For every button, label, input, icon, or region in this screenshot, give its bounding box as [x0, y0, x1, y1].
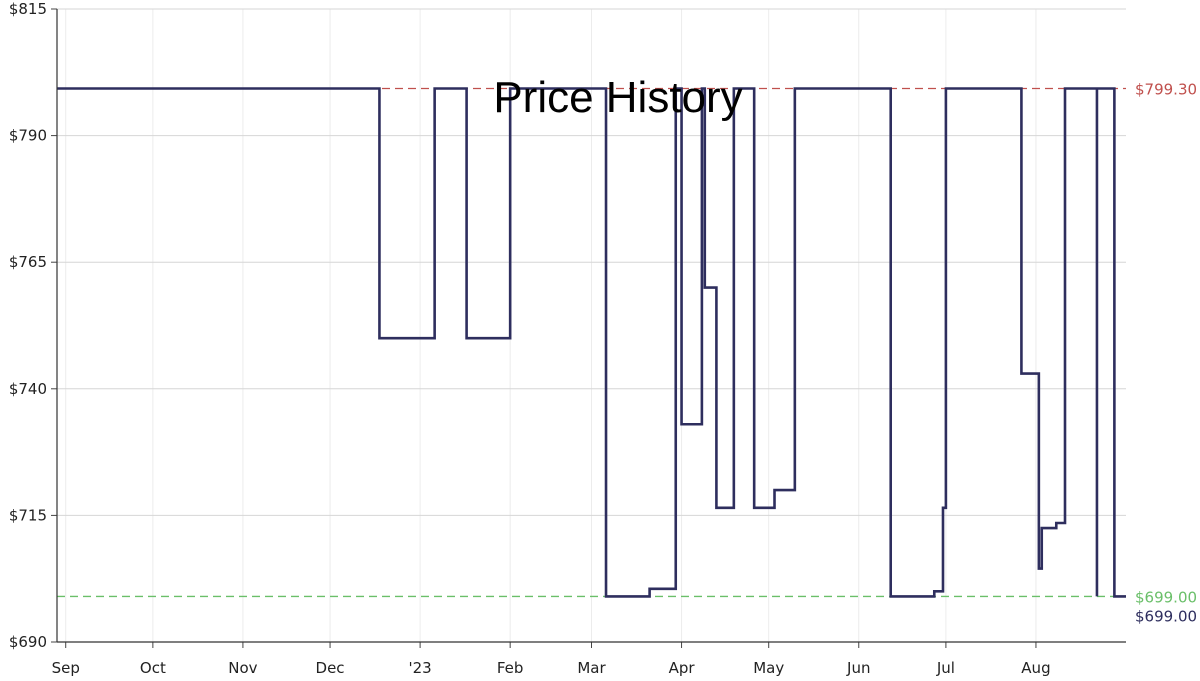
- x-tick-label: Sep: [52, 659, 80, 677]
- series-line: [57, 87, 1126, 598]
- x-tick-label: Oct: [140, 659, 166, 677]
- y-tick-label: $765: [9, 253, 47, 271]
- x-tick-label: Jul: [936, 659, 955, 677]
- x-tick-labels: Sep Oct Nov Dec '23 Feb Mar Apr May Jun Jul Aug: [52, 659, 1051, 677]
- y-tick-label: $690: [9, 633, 47, 651]
- x-tick-label: Nov: [228, 659, 257, 677]
- reference-label: $799.30: [1135, 81, 1197, 99]
- axes: [56, 9, 1126, 643]
- reference-labels: $799.30 $699.00$699.00: [1135, 81, 1197, 626]
- x-tick-label: Jun: [846, 659, 870, 677]
- reference-label: $699.00: [1135, 588, 1197, 606]
- current-price-label: $699.00: [1135, 607, 1197, 625]
- price-series: [57, 87, 1126, 598]
- chart-title: Price History: [493, 73, 742, 122]
- y-tick-label: $740: [9, 380, 47, 398]
- x-tick-label: Apr: [669, 659, 696, 677]
- x-tick-label: Mar: [577, 659, 606, 677]
- x-tick-label: Feb: [497, 659, 524, 677]
- y-tick-labels: $690 $715 $740 $765 $790 $815: [9, 0, 47, 651]
- y-tick-label: $815: [9, 0, 47, 18]
- y-tick-label: $715: [9, 506, 47, 524]
- x-tick-label: '23: [409, 659, 432, 677]
- x-tick-label: Aug: [1021, 659, 1050, 677]
- x-tick-label: Dec: [316, 659, 345, 677]
- x-tick-label: May: [753, 659, 784, 677]
- y-tick-label: $790: [9, 127, 47, 145]
